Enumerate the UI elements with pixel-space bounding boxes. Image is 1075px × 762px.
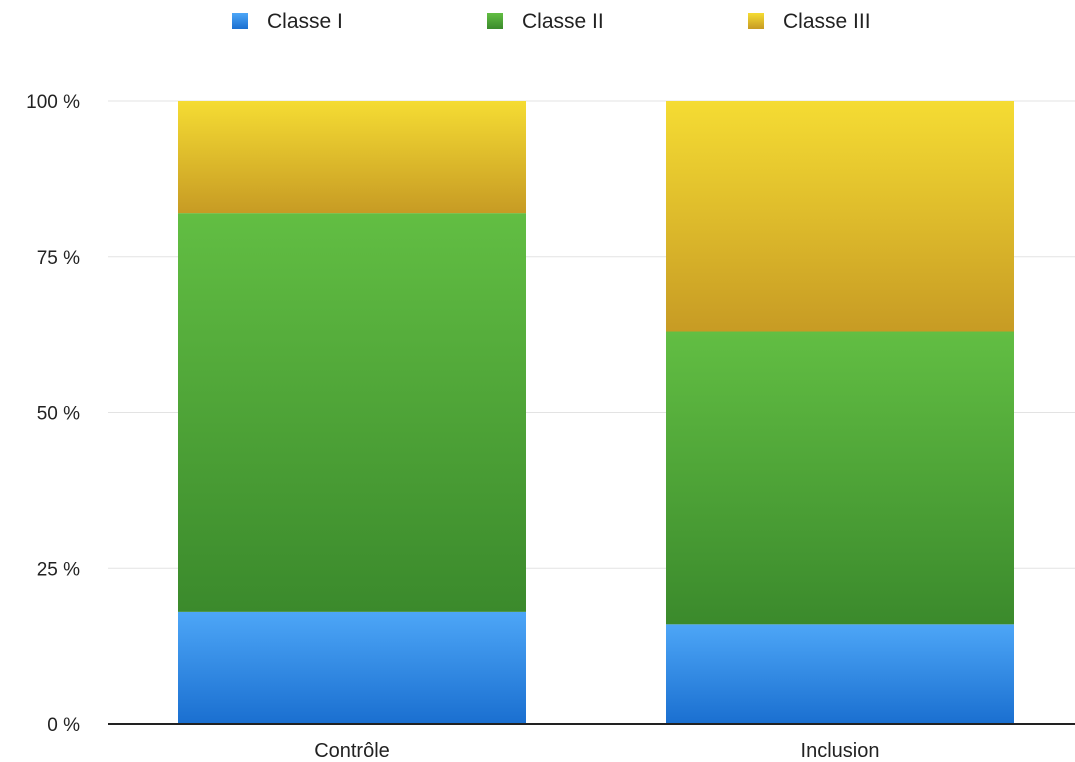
y-tick-label: 25 % — [37, 559, 80, 580]
bars — [178, 101, 1014, 724]
legend-label: Classe II — [522, 10, 604, 33]
legend-swatch — [487, 13, 503, 29]
y-axis-ticks: 0 % 25 % 50 % 75 % 100 % — [26, 92, 80, 736]
y-tick-label: 100 % — [26, 92, 80, 113]
bar-segment-3-2 — [666, 101, 1014, 332]
bar-segment-2-1 — [178, 213, 526, 612]
legend-label: Classe III — [783, 10, 871, 33]
legend: Classe I Classe II Classe III — [232, 10, 871, 33]
bar-segment-1-2 — [666, 624, 1014, 724]
x-tick-label: Inclusion — [801, 740, 880, 762]
legend-swatch — [232, 13, 248, 29]
y-tick-label: 50 % — [37, 404, 80, 425]
y-tick-label: 0 % — [47, 715, 80, 736]
bar-segment-3-1 — [178, 101, 526, 214]
y-tick-label: 75 % — [37, 248, 80, 269]
x-tick-label: Contrôle — [314, 740, 390, 762]
x-axis: Contrôle Inclusion — [108, 723, 1075, 762]
bar-segment-2-2 — [666, 331, 1014, 625]
legend-swatch — [748, 13, 764, 29]
bar-segment-1-1 — [178, 611, 526, 724]
legend-label: Classe I — [267, 10, 343, 33]
